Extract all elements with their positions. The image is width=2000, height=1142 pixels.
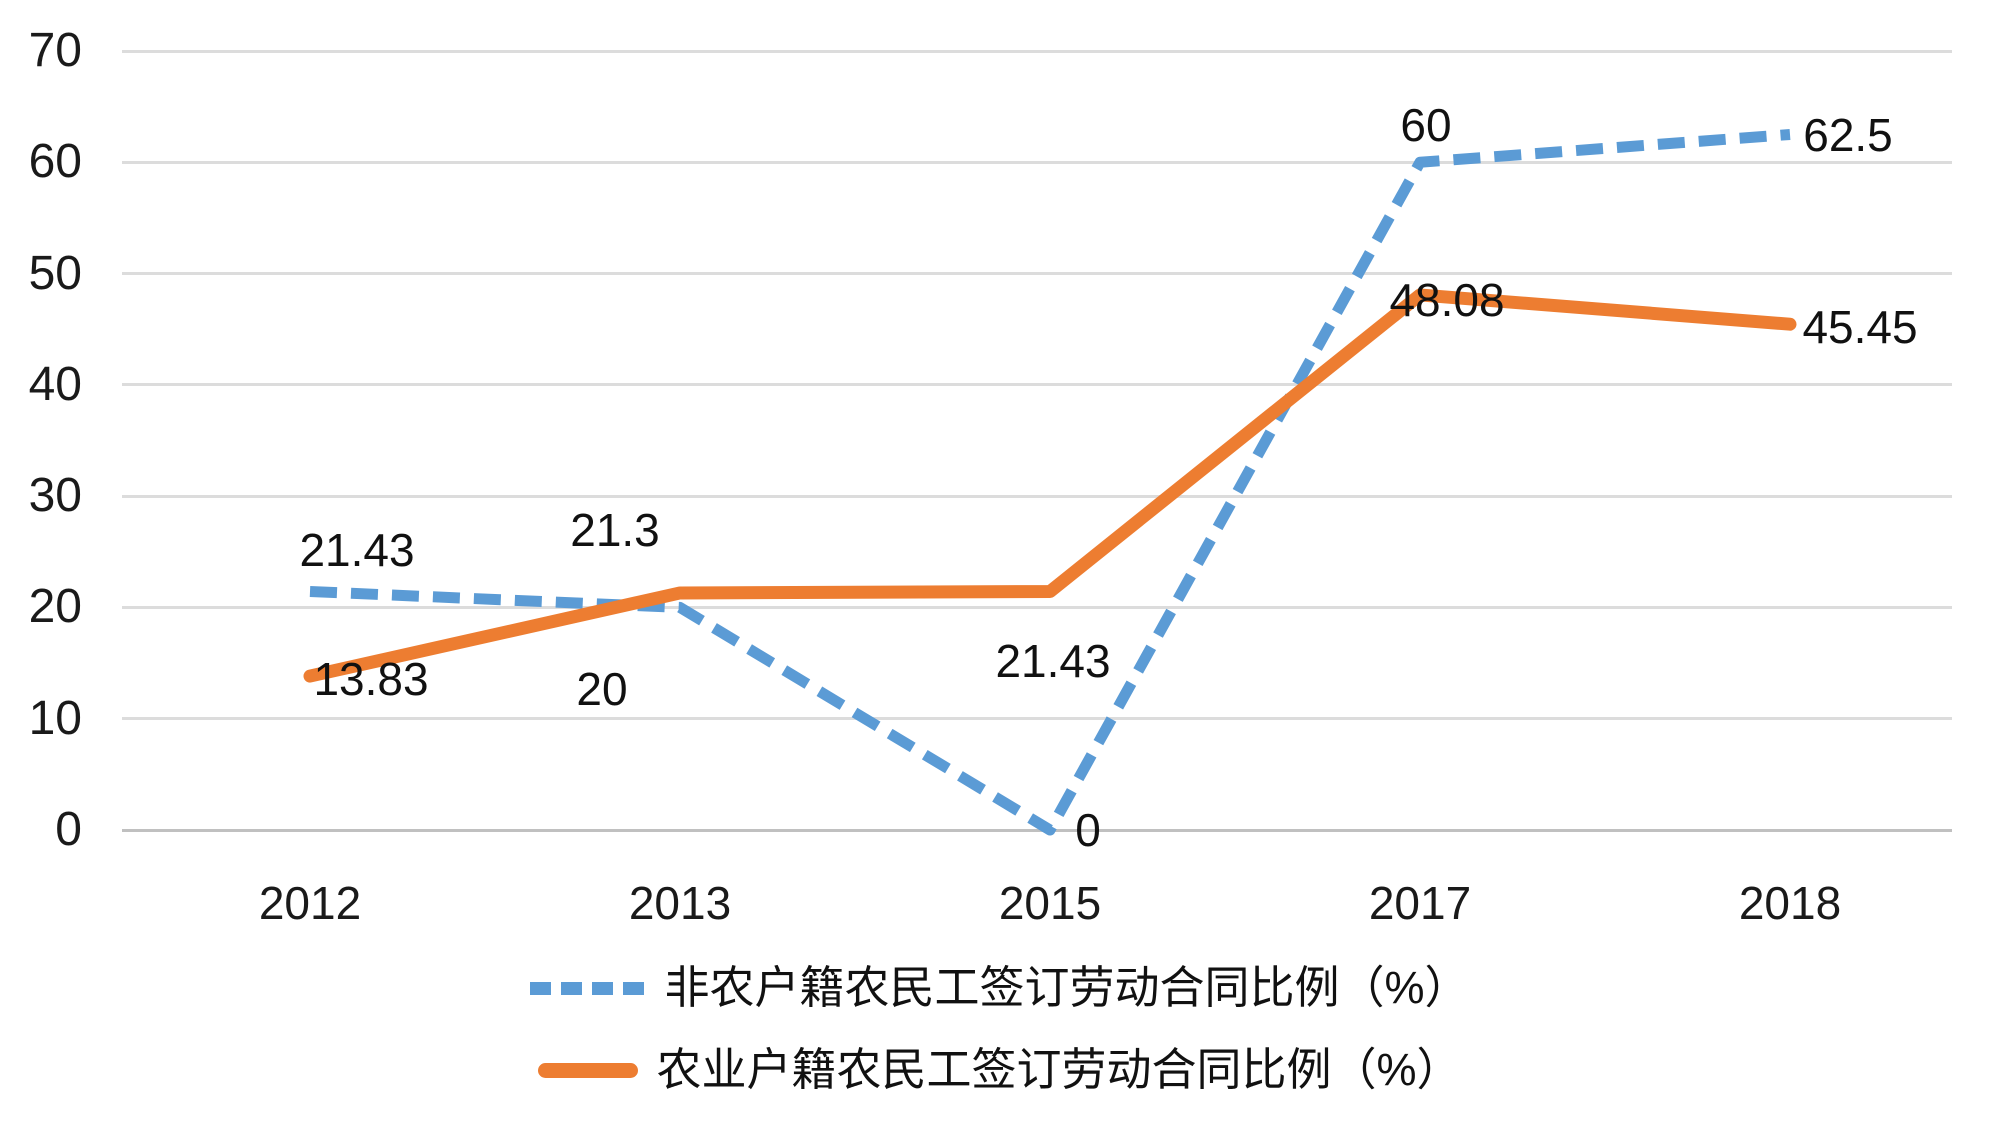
x-tick-label: 2013 <box>628 877 732 929</box>
legend: 非农户籍农民工签订劳动合同比例（%） 农业户籍农民工签订劳动合同比例（%） <box>0 952 2000 1116</box>
x-tick-label: 2012 <box>258 877 362 929</box>
series-line-nonag-dashed <box>309 128 1791 836</box>
y-tick-label: 40 <box>28 357 82 411</box>
y-tick-label: 30 <box>28 469 82 523</box>
gridline <box>122 160 1952 164</box>
data-label: 13.83 <box>313 653 429 706</box>
x-tick-label: 2018 <box>1738 877 1842 929</box>
data-label: 60 <box>1400 99 1452 152</box>
legend-label-ag: 农业户籍农民工签订劳动合同比例（%） <box>656 1044 1462 1095</box>
data-label: 21.3 <box>570 503 660 556</box>
gridline <box>122 494 1952 498</box>
y-tick-label: 70 <box>28 24 82 77</box>
y-tick-label: 50 <box>28 246 82 300</box>
gridline <box>122 272 1952 276</box>
data-label: 0 <box>1075 804 1101 856</box>
gridline <box>122 717 1952 721</box>
x-axis-line <box>122 828 1952 832</box>
gridline <box>122 383 1952 387</box>
blue-dashed-line-swatch <box>530 981 647 995</box>
gridline <box>122 49 1952 53</box>
data-label: 20 <box>576 663 628 716</box>
data-label: 45.45 <box>1802 301 1918 354</box>
data-label: 21.43 <box>299 523 415 576</box>
y-tick-label: 10 <box>28 691 82 745</box>
legend-entry-nonag: 非农户籍农民工签订劳动合同比例（%） <box>0 952 2000 1024</box>
y-tick-label: 0 <box>55 803 82 856</box>
data-label: 48.08 <box>1389 273 1505 326</box>
data-label: 62.5 <box>1803 109 1893 162</box>
orange-solid-line-swatch <box>538 1062 639 1078</box>
data-label: 21.43 <box>995 634 1111 687</box>
legend-label-nonag: 非农户籍农民工签订劳动合同比例（%） <box>664 962 1470 1013</box>
y-tick-label: 60 <box>28 135 82 189</box>
series-line-ag-solid <box>303 288 1797 683</box>
legend-entry-ag: 农业户籍农民工签订劳动合同比例（%） <box>0 1034 2000 1106</box>
x-tick-label: 2015 <box>998 877 1102 929</box>
y-tick-label: 20 <box>28 580 82 634</box>
gridline <box>122 605 1952 609</box>
x-tick-label: 2017 <box>1368 877 1472 929</box>
